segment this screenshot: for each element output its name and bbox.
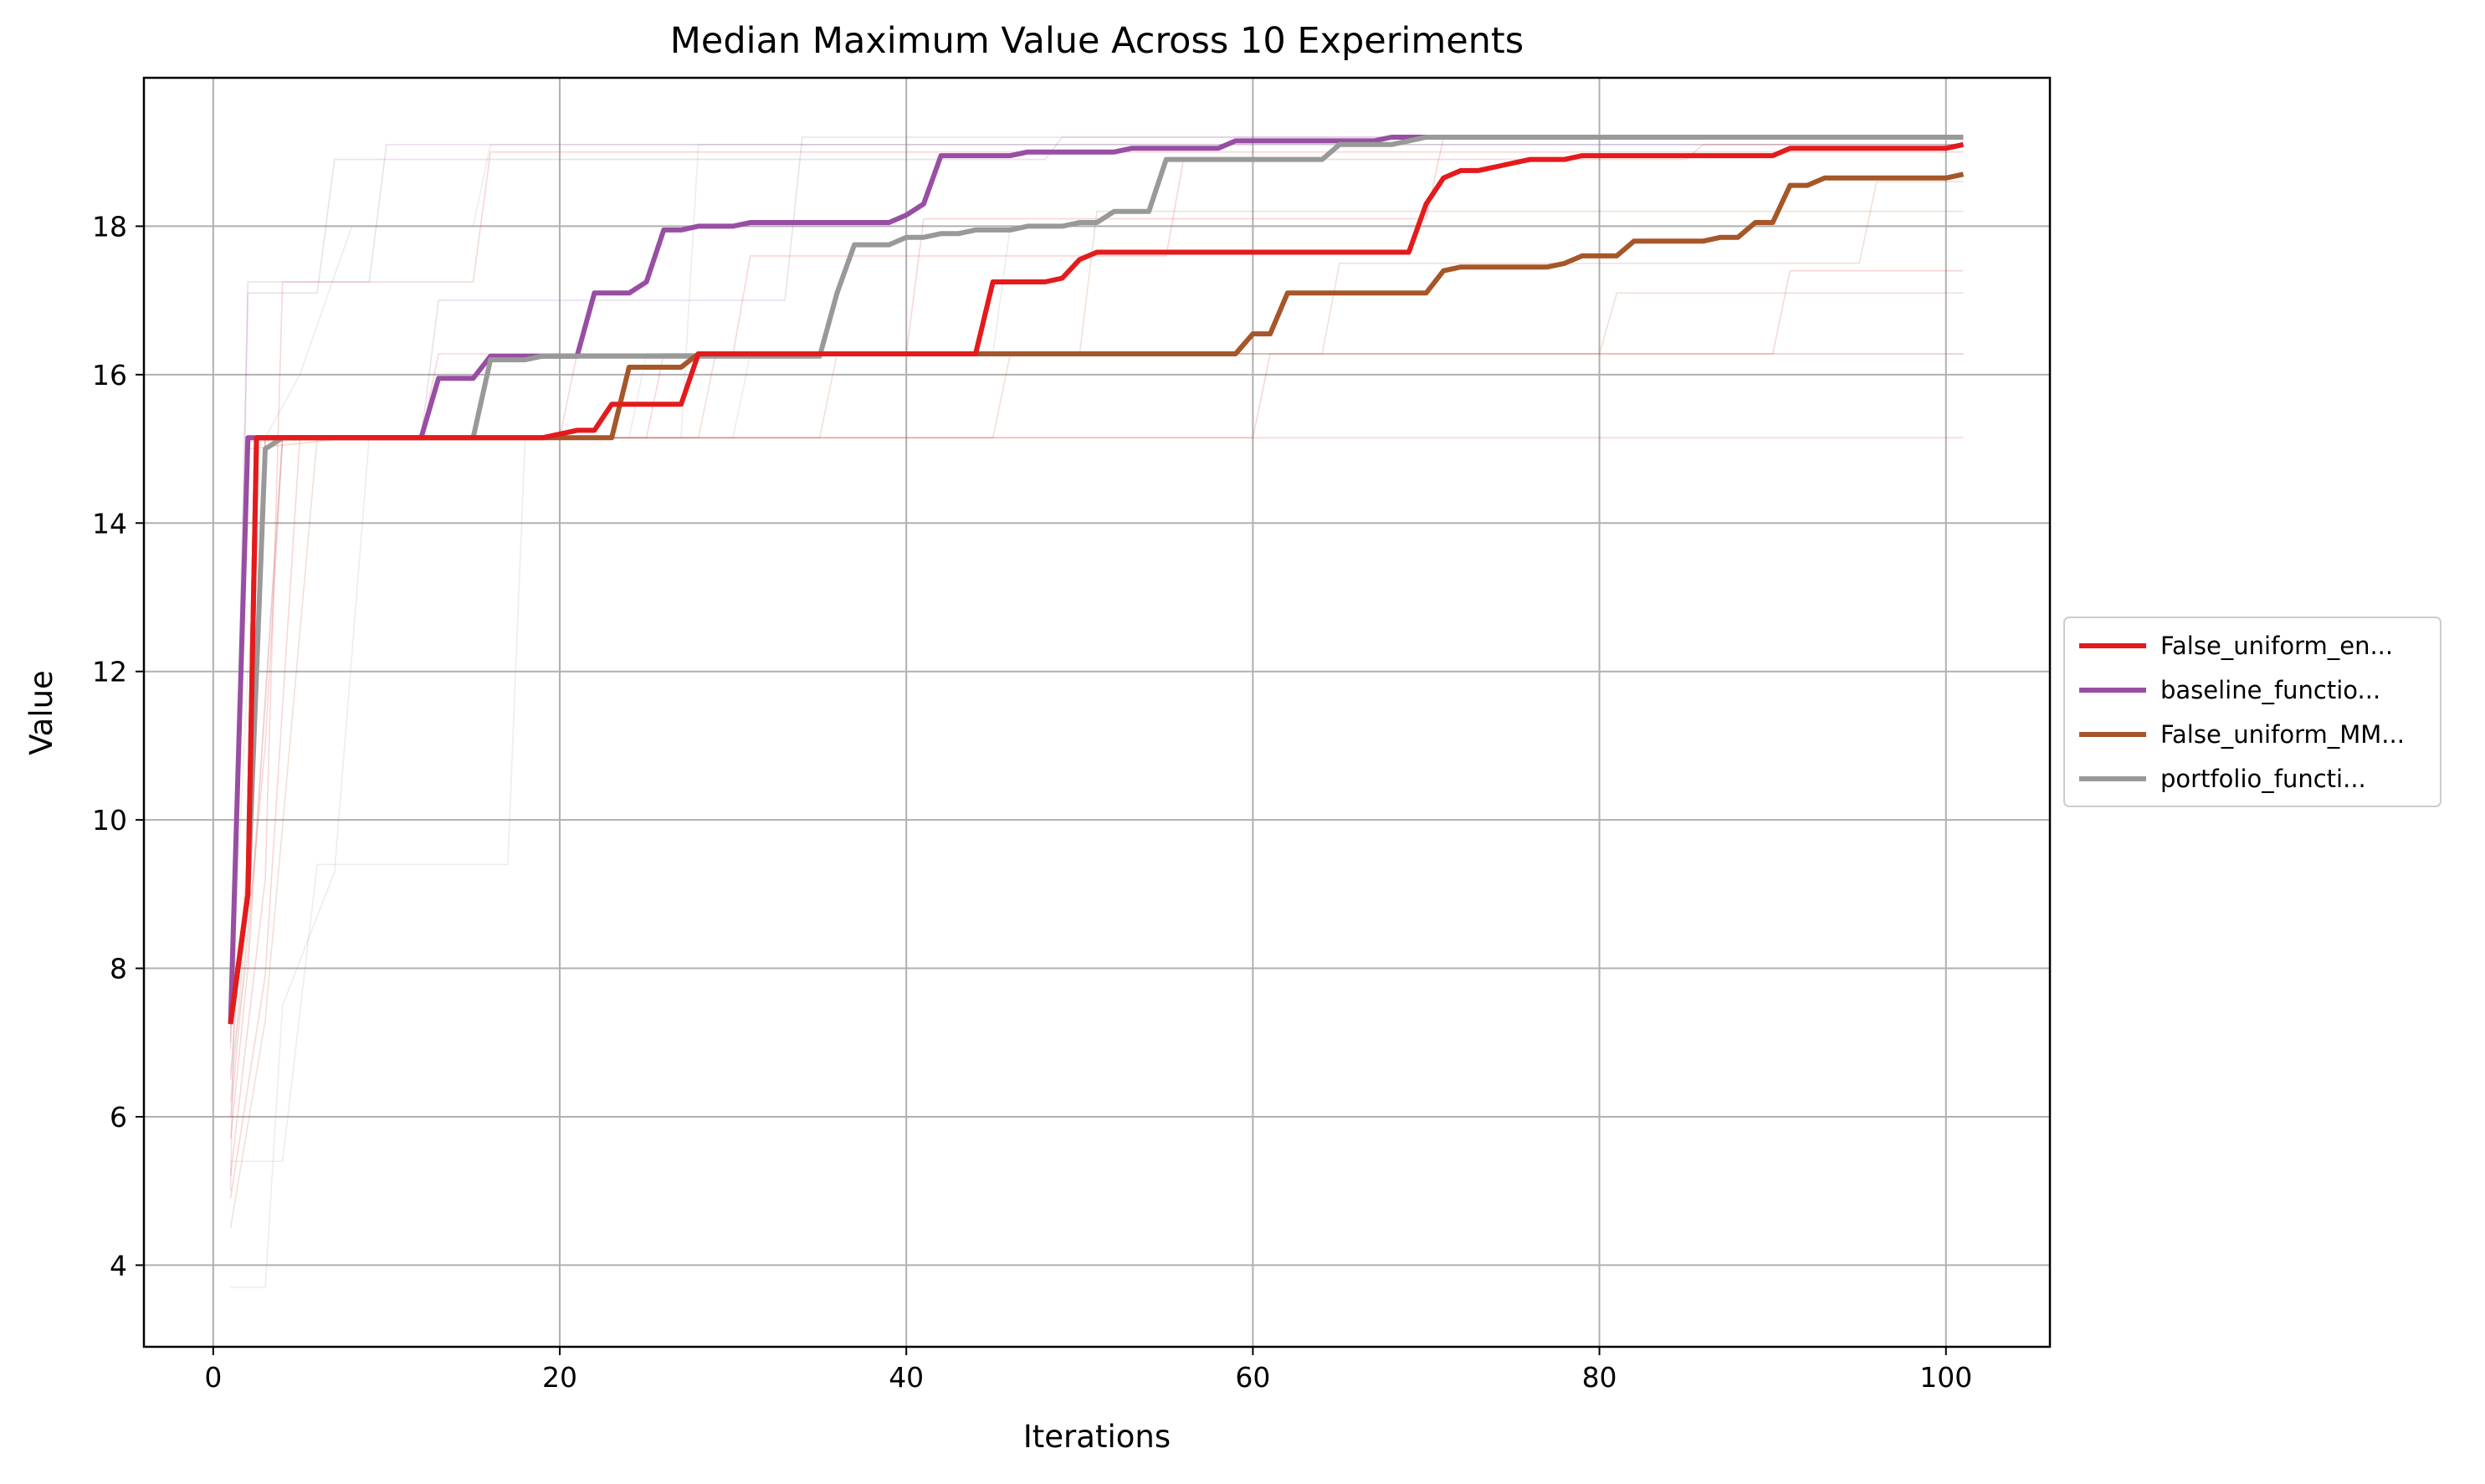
- series-lines: [228, 135, 1965, 1025]
- x-tick-label: 80: [1582, 1361, 1617, 1394]
- legend-entry-label: False_uniform_en...: [2160, 632, 2393, 660]
- background-run-line: [229, 292, 1964, 1229]
- series-line: [228, 171, 1965, 1025]
- chart-title: Median Maximum Value Across 10 Experimen…: [670, 20, 1524, 62]
- y-tick-label: 16: [92, 359, 127, 391]
- series-line: [228, 135, 1964, 1025]
- y-tick-label: 8: [110, 953, 127, 985]
- y-tick-label: 12: [92, 656, 127, 688]
- grid-layer: [144, 78, 2050, 1347]
- legend-box: [2063, 617, 2441, 807]
- series-line: [228, 135, 1964, 1025]
- axis-ticks: 0 20 40 60 80 100 4 6 8 10 12 14 16 18: [92, 210, 1972, 1394]
- plot-frame: [142, 76, 2052, 1348]
- background-run-line: [229, 210, 1964, 1043]
- y-tick-label: 14: [92, 507, 127, 540]
- y-tick-label: 4: [110, 1249, 127, 1282]
- y-tick-label: 18: [92, 210, 127, 243]
- x-tick-label: 40: [889, 1361, 924, 1394]
- background-runs: [229, 136, 1964, 1288]
- x-tick-label: 60: [1235, 1361, 1270, 1394]
- legend-entry-label: False_uniform_MM...: [2160, 720, 2405, 749]
- y-tick-label: 6: [110, 1101, 127, 1133]
- x-tick-label: 100: [1919, 1361, 1972, 1394]
- x-axis-label: Iterations: [1023, 1419, 1171, 1455]
- background-run-line: [229, 144, 1964, 1051]
- background-run-line: [229, 437, 1964, 1199]
- background-run-line: [229, 269, 1964, 1118]
- series-line: [228, 141, 1965, 1025]
- background-run-line: [229, 151, 1964, 1177]
- legend: False_uniform_en... baseline_functio... Fa…: [2063, 617, 2441, 807]
- legend-entry-label: baseline_functio...: [2160, 676, 2380, 704]
- y-tick-label: 10: [92, 804, 127, 837]
- background-run-line: [229, 136, 1964, 1191]
- x-tick-label: 0: [204, 1361, 222, 1394]
- y-axis-label: Value: [23, 670, 59, 755]
- x-tick-label: 20: [542, 1361, 577, 1394]
- legend-entry-label: portfolio_functi...: [2160, 765, 2366, 793]
- background-run-line: [230, 144, 1964, 1162]
